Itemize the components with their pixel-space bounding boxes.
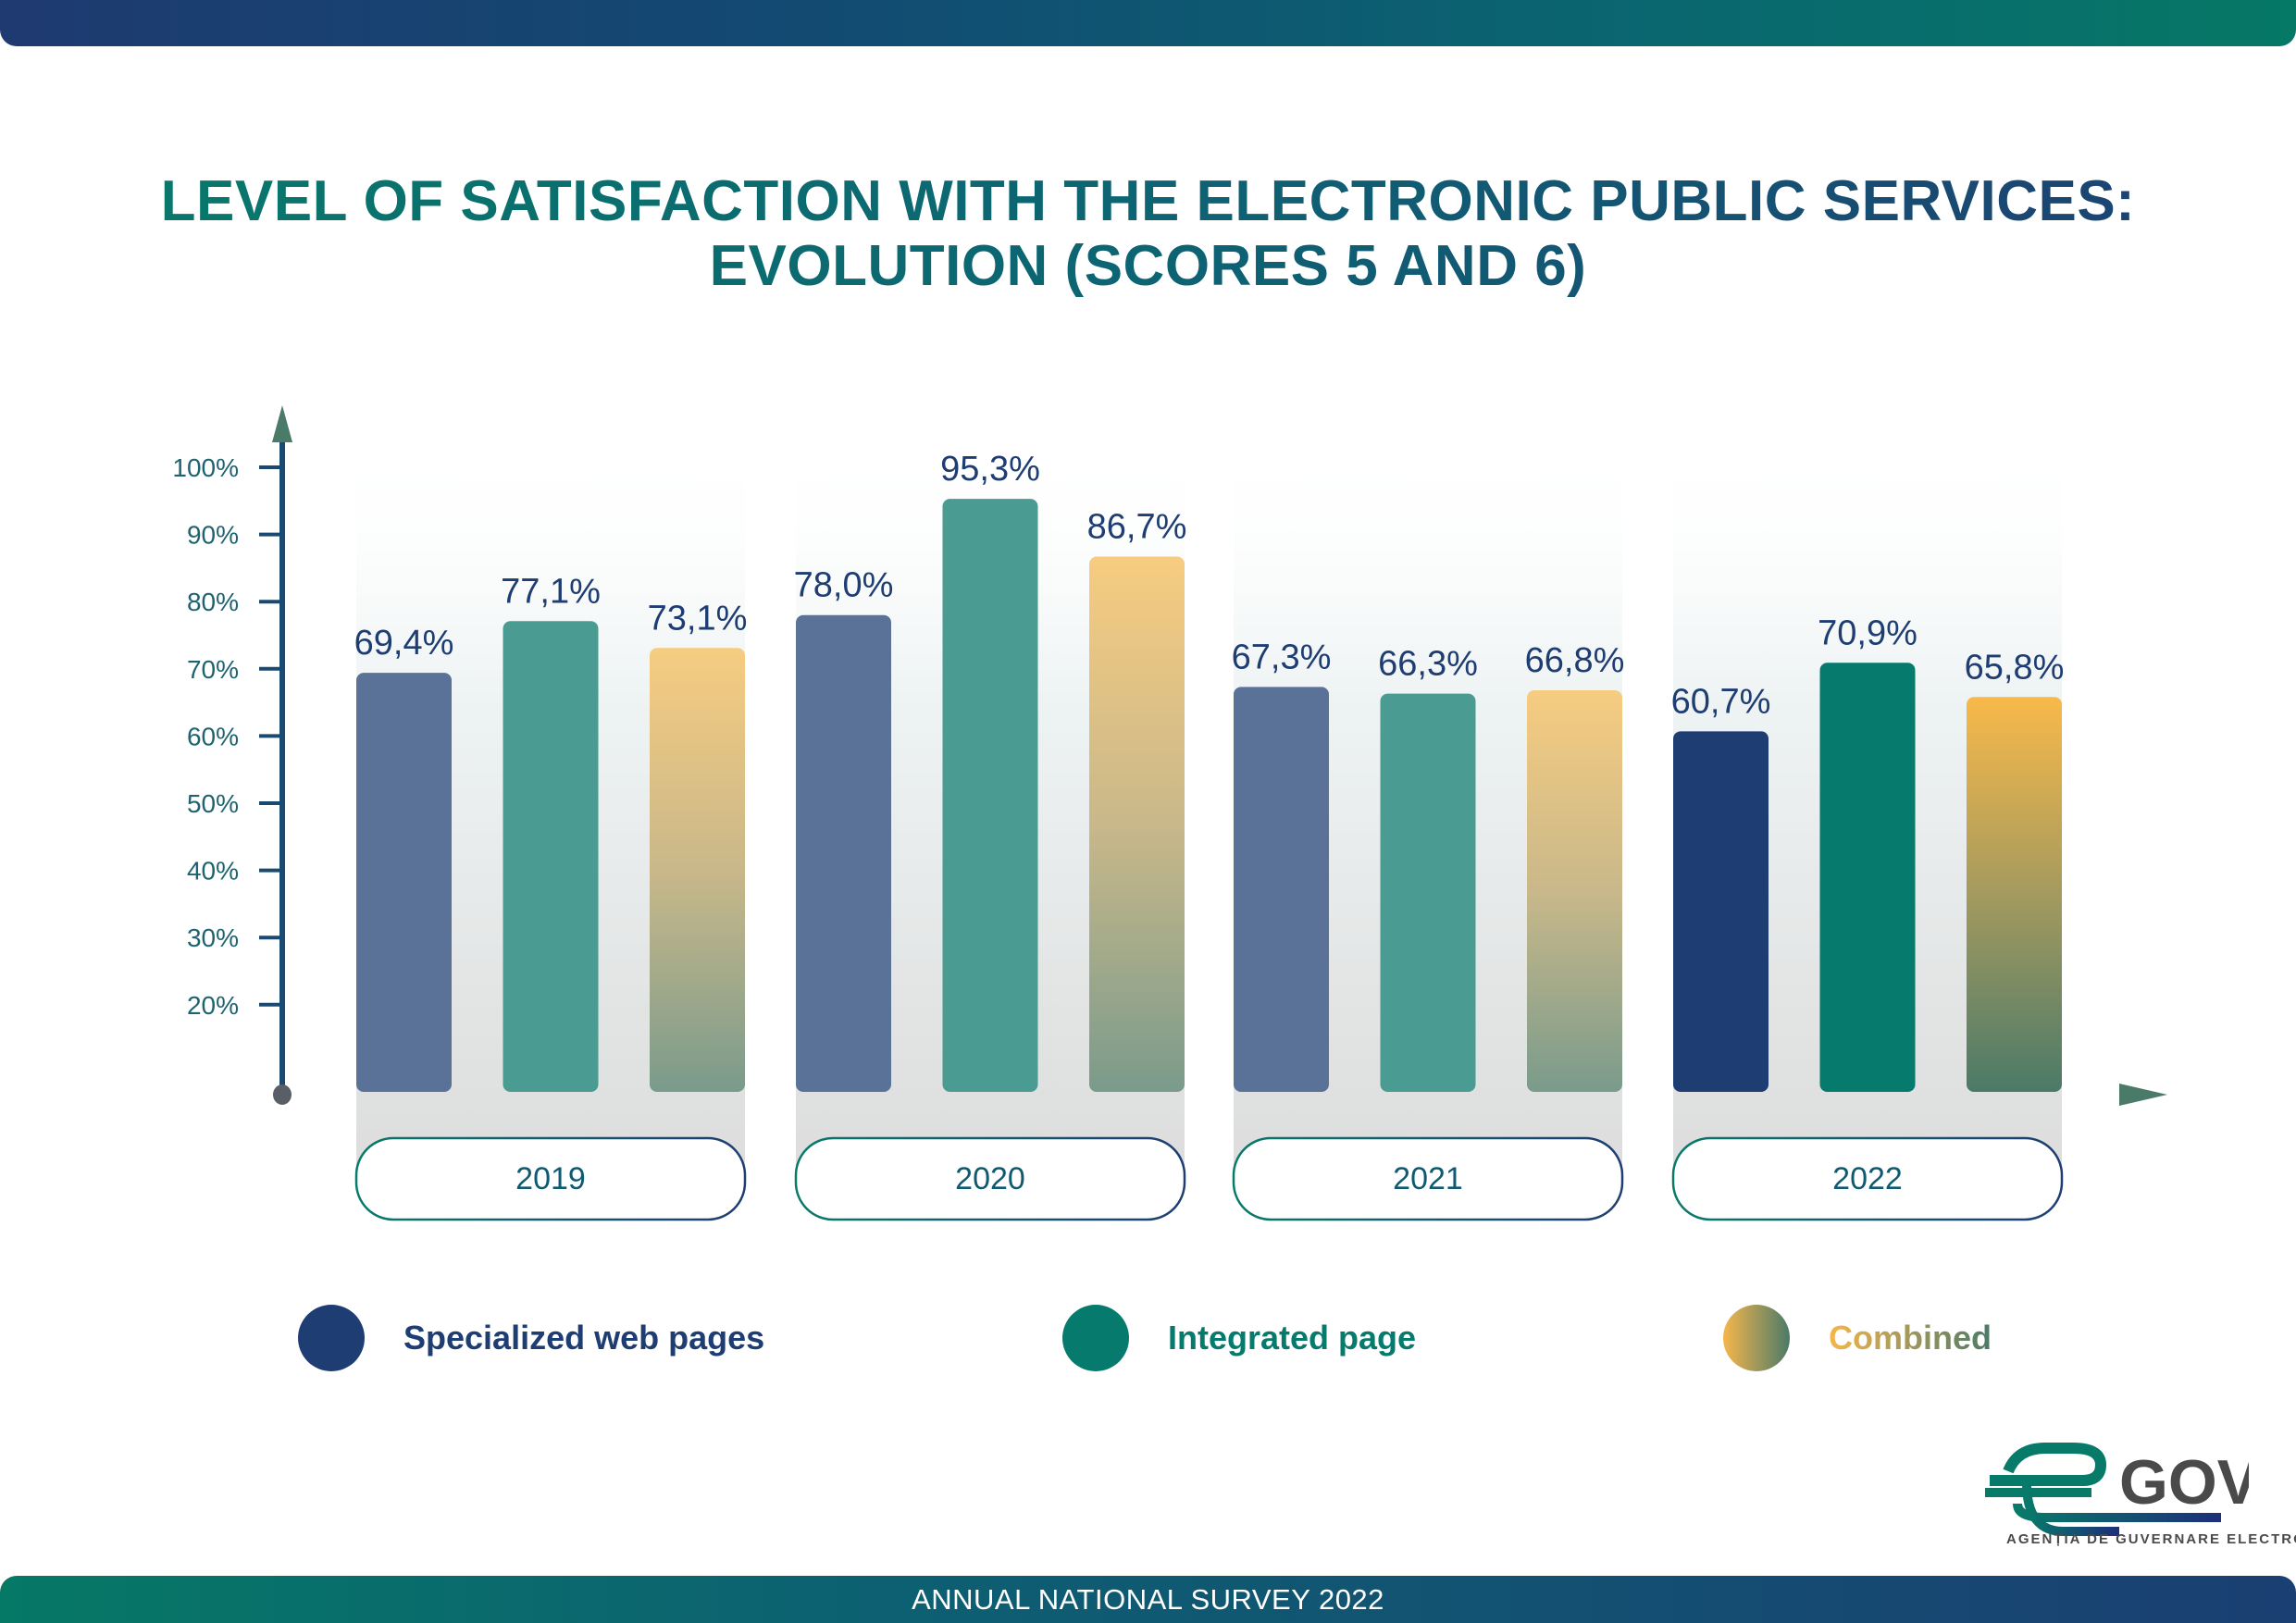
y-axis-arrow-icon — [272, 405, 292, 442]
data-label: 60,7% — [1671, 682, 1771, 721]
legend-item-integrated: Integrated page — [1062, 1305, 1416, 1371]
bar-2019-specialized-web-pages — [356, 673, 452, 1092]
x-axis-arrow-icon — [2119, 1084, 2167, 1106]
legend-swatch-combined — [1723, 1305, 1790, 1371]
egov-logo: GOV — [1985, 1443, 2249, 1536]
bar-2022-specialized-web-pages — [1673, 731, 1769, 1092]
y-tick-label: 90% — [187, 521, 239, 550]
bar-2021-integrated-page — [1380, 693, 1476, 1092]
legend-item-specialized: Specialized web pages — [298, 1305, 764, 1371]
egov-e-logo-icon — [1985, 1443, 2221, 1536]
y-tick-label: 70% — [187, 655, 239, 684]
y-tick-label: 30% — [187, 923, 239, 952]
y-tick-label: 100% — [172, 453, 239, 482]
legend-label-specialized: Specialized web pages — [403, 1319, 765, 1357]
year-pill-2021 — [1232, 1136, 1624, 1221]
data-label: 95,3% — [940, 450, 1040, 489]
logo-caption: AGENȚIA DE GUVERNARE ELECTRONICĂ — [2006, 1531, 2296, 1547]
legend-item-combined: Combined — [1723, 1305, 1992, 1371]
data-label: 86,7% — [1087, 508, 1187, 547]
top-banner — [0, 0, 2296, 46]
legend-label-combined: Combined — [1829, 1319, 1992, 1357]
bar-2020-combined — [1089, 556, 1185, 1092]
x-tick-label: 2020 — [955, 1161, 1025, 1196]
bar-2020-integrated-page — [942, 499, 1038, 1092]
legend-swatch-specialized — [298, 1305, 365, 1371]
bar-2022-integrated-page — [1819, 663, 1916, 1092]
footer-text: ANNUAL NATIONAL SURVEY 2022 — [912, 1582, 1384, 1616]
footer-banner: ANNUAL NATIONAL SURVEY 2022 — [0, 1576, 2296, 1623]
year-pill-2022 — [1671, 1136, 2064, 1221]
y-tick-label: 80% — [187, 588, 239, 616]
year-pill-2020 — [794, 1136, 1186, 1221]
data-label: 65,8% — [1965, 648, 2065, 687]
x-tick-label: 2019 — [515, 1161, 586, 1196]
bar-2021-combined — [1527, 690, 1622, 1092]
bar-2019-integrated-page — [503, 621, 599, 1092]
bar-2019-combined — [650, 648, 745, 1092]
x-tick-label: 2021 — [1393, 1161, 1463, 1196]
data-label: 67,3% — [1232, 638, 1332, 676]
data-label: 66,8% — [1525, 641, 1625, 680]
legend-label-integrated: Integrated page — [1168, 1319, 1417, 1357]
y-axis — [272, 405, 292, 1096]
bar-2021-specialized-web-pages — [1234, 687, 1329, 1092]
logo-wordmark: GOV — [2119, 1447, 2249, 1518]
axis-origin-dot — [273, 1084, 292, 1105]
y-tick-label: 40% — [187, 857, 239, 886]
data-label: 78,0% — [794, 566, 894, 605]
year-pill-2019 — [354, 1136, 747, 1221]
data-label: 73,1% — [648, 599, 748, 638]
data-label: 69,4% — [354, 624, 454, 663]
bar-2020-specialized-web-pages — [796, 614, 891, 1092]
data-label: 66,3% — [1378, 645, 1478, 684]
y-tick-label: 20% — [187, 991, 239, 1020]
bar-2022-combined — [1967, 697, 2062, 1092]
legend-swatch-integrated — [1062, 1305, 1129, 1371]
x-tick-label: 2022 — [1832, 1161, 1903, 1196]
y-tick-label: 60% — [187, 722, 239, 750]
data-label: 77,1% — [501, 572, 601, 611]
y-tick-label: 50% — [187, 789, 239, 818]
x-axis — [273, 1084, 2167, 1106]
data-label: 70,9% — [1818, 613, 1917, 652]
